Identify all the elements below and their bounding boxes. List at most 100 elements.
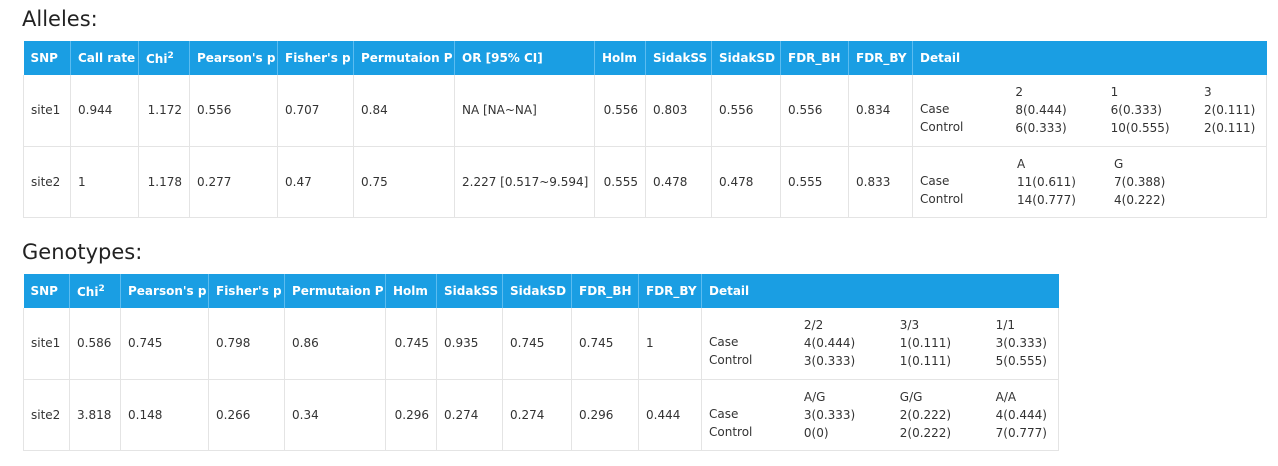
cell-pearson: 0.556 [189,75,278,147]
detail-column: G/G 2(0.222) 2(0.222) [900,388,996,442]
detail-control-value: 2(0.222) [899,425,952,440]
cell-perm: 0.34 [284,379,386,451]
detail-column-head: A [1017,156,1026,171]
detail-column: A 11(0.611) 14(0.777) [1017,155,1114,209]
header-fisher-p: Fisher's p [277,41,354,75]
header-chi-sup: 2 [98,283,105,294]
detail-case-value: 7(0.388) [1114,174,1166,189]
detail-row-labels: Case Control [709,405,804,441]
cell-or: 2.227 [0.517~9.594] [454,146,595,218]
header-sidakss: SidakSS [645,41,712,75]
header-sidakss: SidakSS [436,274,503,308]
detail-case-value: 3(0.333) [995,336,1047,351]
detail-column-head: 3 [1203,85,1212,100]
detail-case-value: 1(0.111) [899,336,952,351]
cell-or: NA [NA~NA] [454,75,595,147]
detail-case-value: 2(0.111) [1203,103,1256,118]
cell-fdr-by: 1 [638,308,702,380]
detail-control-label: Control [709,424,753,439]
cell-fdr-bh: 0.556 [780,75,849,147]
alleles-header-row: SNP Call rate Chi2 Pearson's p Fisher's … [23,41,1267,75]
cell-fdr-bh: 0.555 [780,146,849,218]
cell-snp: site2 [23,379,70,451]
detail-column-head: G/G [899,389,923,404]
header-chi-label: Chi [77,284,99,299]
cell-detail: Case Control 2/2 4(0.444) 3(0.333) 3/3 1… [701,308,1059,380]
header-call-rate: Call rate [70,41,139,75]
detail-column: A/A 4(0.444) 7(0.777) [996,388,1051,442]
cell-fisher: 0.47 [277,146,354,218]
detail-control-label: Control [709,353,753,368]
detail-row-labels: Case Control [920,100,1015,136]
detail-control-value: 5(0.555) [995,354,1047,369]
detail-column-head: A/A [995,389,1017,404]
detail-case-label: Case [920,173,950,188]
cell-sidakss: 0.935 [436,308,503,380]
cell-chi: 1.172 [138,75,190,147]
detail-case-value: 4(0.444) [803,336,856,351]
cell-fisher: 0.798 [208,308,285,380]
cell-snp: site1 [23,75,71,147]
cell-fisher: 0.266 [208,379,285,451]
detail-grid: Case Control A/G 3(0.333) 0(0) G/G 2(0.2… [709,388,1051,442]
cell-fdr-by: 0.834 [848,75,913,147]
header-detail: Detail [912,41,1267,75]
cell-call-rate: 1 [70,146,139,218]
header-chi-label: Chi [146,51,168,66]
table-row: site2 1 1.178 0.277 0.47 0.75 2.227 [0.5… [23,146,1267,218]
header-fisher-p: Fisher's p [208,274,285,308]
cell-detail: Case Control 2 8(0.444) 6(0.333) 1 6(0.3… [912,75,1267,147]
cell-pearson: 0.148 [120,379,209,451]
detail-column-head: 2/2 [803,318,824,333]
cell-pearson: 0.277 [189,146,278,218]
detail-case-value: 4(0.444) [995,407,1047,422]
cell-perm: 0.84 [353,75,455,147]
detail-column-head: 1 [1110,85,1119,100]
detail-column: 3/3 1(0.111) 1(0.111) [900,316,996,370]
detail-column-head: 3/3 [899,318,920,333]
alleles-table: SNP Call rate Chi2 Pearson's p Fisher's … [23,41,1267,218]
header-fdr-bh: FDR_BH [780,41,849,75]
detail-case-value: 8(0.444) [1015,103,1067,118]
cell-snp: site2 [23,146,71,218]
cell-detail: Case Control A/G 3(0.333) 0(0) G/G 2(0.2… [701,379,1059,451]
cell-fdr-by: 0.833 [848,146,913,218]
detail-column: 2/2 4(0.444) 3(0.333) [804,316,900,370]
alleles-title: Alleles: [22,7,98,31]
detail-grid: Case Control 2/2 4(0.444) 3(0.333) 3/3 1… [709,316,1051,370]
detail-column: 1/1 3(0.333) 5(0.555) [996,316,1051,370]
cell-holm: 0.556 [594,75,646,147]
detail-case-value: 6(0.333) [1110,103,1162,118]
detail-control-label: Control [920,191,964,206]
detail-control-value: 7(0.777) [995,425,1047,440]
detail-control-value: 2(0.111) [1203,121,1256,136]
detail-control-value: 10(0.555) [1110,121,1170,136]
detail-case-label: Case [920,102,950,117]
cell-perm: 0.75 [353,146,455,218]
header-permutation-p: Permutaion P [284,274,386,308]
detail-column-head: A/G [803,389,826,404]
detail-case-label: Case [709,406,739,421]
header-fdr-by: FDR_BY [848,41,913,75]
header-chi2: Chi2 [69,274,121,308]
header-holm: Holm [594,41,646,75]
detail-column: 2 8(0.444) 6(0.333) [1015,83,1110,137]
cell-chi: 0.586 [69,308,121,380]
header-or-ci: OR [95% CI] [454,41,595,75]
header-chi-sup: 2 [167,50,174,61]
detail-column-head: 1/1 [995,318,1015,333]
header-sidaksd: SidakSD [502,274,572,308]
header-snp: SNP [23,41,71,75]
cell-sidaksd: 0.556 [711,75,781,147]
cell-holm: 0.745 [385,308,437,380]
header-pearson-p: Pearson's p [189,41,278,75]
detail-case-value: 2(0.222) [899,407,952,422]
header-snp: SNP [23,274,70,308]
cell-detail: Case Control A 11(0.611) 14(0.777) G 7(0… [912,146,1267,218]
detail-control-value: 14(0.777) [1017,192,1076,207]
detail-column: 1 6(0.333) 10(0.555) [1111,83,1204,137]
cell-holm: 0.555 [594,146,646,218]
detail-control-value: 0(0) [803,425,829,440]
genotypes-title: Genotypes: [22,240,143,264]
cell-sidaksd: 0.478 [711,146,781,218]
